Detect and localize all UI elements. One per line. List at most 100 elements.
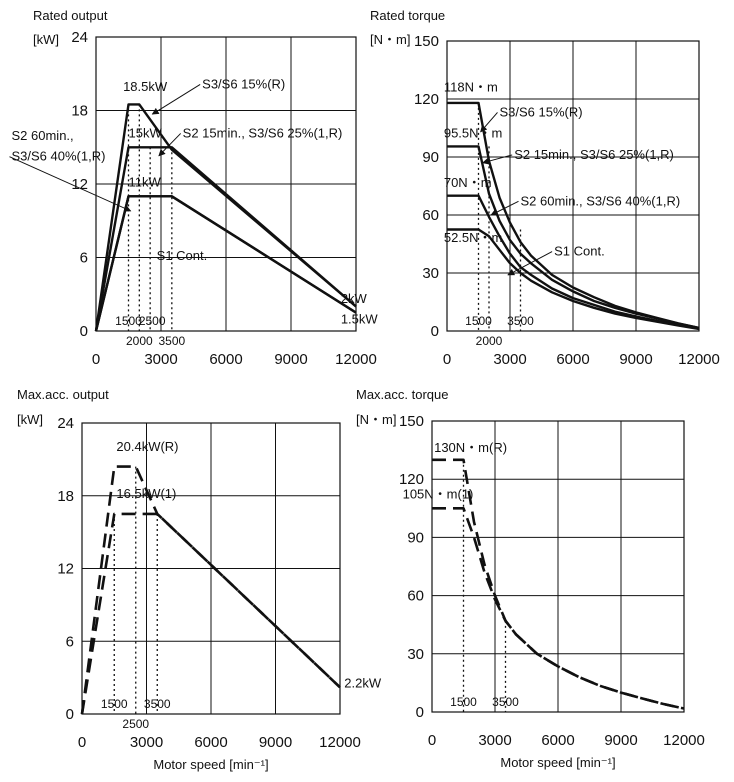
series-line (94, 146, 357, 332)
y-tick-label: 0 (80, 323, 88, 340)
curve-annotation: S2 15min., S3/S6 25%(1,R) (514, 147, 674, 162)
x-tick-label: 0 (443, 351, 451, 368)
y-tick-label: 0 (431, 323, 439, 340)
y-tick-label: 0 (66, 706, 74, 723)
max-acc-output-chart: Max.acc. output [kW] 0 3000 6000 9000 12000 0 6 1… (17, 387, 382, 772)
plot-frame (431, 420, 685, 713)
y-tick-label: 60 (407, 588, 424, 605)
y-axis-unit: [N・m] (370, 32, 410, 47)
plot-frame (446, 40, 700, 332)
value-label: 16.5kW(1) (116, 486, 176, 501)
x-tick-label: 9000 (604, 732, 637, 749)
max-acc-torque-chart: Max.acc. torque [N・m] 0 3000 6000 9000 12000 0 3… (356, 387, 705, 770)
value-label: 2kW (341, 291, 368, 306)
y-tick-label: 120 (414, 91, 439, 108)
speed-guide-label: 2000 (126, 334, 153, 348)
y-tick-label: 18 (57, 488, 74, 505)
chart-title: Rated torque (370, 8, 445, 23)
y-tick-label: 24 (71, 29, 88, 46)
annotation-arrow (158, 133, 182, 157)
value-label: 52.5N・m (444, 230, 503, 245)
x-tick-label: 9000 (259, 734, 292, 751)
chart-title: Rated output (33, 8, 108, 23)
y-tick-label: 0 (416, 704, 424, 721)
y-tick-label: 150 (414, 33, 439, 50)
annotation-arrow (9, 156, 132, 212)
value-label: 18.5kW (123, 79, 168, 94)
series-line (447, 145, 700, 330)
x-tick-label: 0 (92, 351, 100, 368)
y-tick-label: 18 (71, 103, 88, 120)
value-label: 1.5kW (341, 312, 379, 327)
value-label: 11kW (129, 174, 162, 189)
x-tick-label: 12000 (319, 734, 361, 751)
x-axis-title: Motor speed [min⁻¹] (153, 757, 268, 772)
plot-frame (95, 36, 357, 332)
annotation-arrow (490, 200, 519, 216)
curve-annotation: S1 Cont. (157, 248, 208, 263)
value-label: 95.5N・m (444, 126, 503, 141)
curve-annotation: S2 60min., (12, 128, 74, 143)
series-line (432, 506, 685, 710)
curve-annotation: S2 15min., S3/S6 25%(1,R) (183, 125, 343, 140)
chart-title: Max.acc. output (17, 387, 109, 402)
speed-guide-label: 3500 (158, 334, 185, 348)
x-tick-label: 3000 (493, 351, 526, 368)
speed-guide-label: 3500 (507, 314, 534, 328)
x-tick-label: 6000 (209, 351, 242, 368)
x-tick-label: 3000 (478, 732, 511, 749)
value-label: 130N・m(R) (434, 440, 507, 455)
curve-annotation: S1 Cont. (554, 244, 605, 259)
series-line (80, 465, 341, 715)
curve-annotation: S3/S6 15%(R) (202, 76, 285, 91)
x-tick-label: 6000 (556, 351, 589, 368)
x-tick-label: 12000 (663, 732, 705, 749)
annotation-arrow (507, 251, 553, 276)
rated-output-chart: Rated output [kW] 0 3000 6000 9000 12000 0 6 12 18… (9, 8, 379, 368)
speed-guide-label: 3500 (144, 697, 171, 711)
y-tick-label: 90 (407, 529, 424, 546)
x-tick-label: 9000 (274, 351, 307, 368)
annotation-arrow (480, 112, 498, 133)
speed-guide-label: 2000 (476, 334, 503, 348)
chart-title: Max.acc. torque (356, 387, 449, 402)
y-axis-unit: [kW] (33, 32, 59, 47)
x-tick-label: 6000 (194, 734, 227, 751)
series-line (94, 195, 357, 332)
y-tick-label: 30 (422, 265, 439, 282)
x-tick-label: 3000 (130, 734, 163, 751)
y-tick-label: 6 (66, 633, 74, 650)
x-tick-label: 3000 (144, 351, 177, 368)
y-tick-label: 12 (57, 561, 74, 578)
y-tick-label: 60 (422, 207, 439, 224)
speed-guide-label: 2500 (122, 717, 149, 731)
speed-guide-label: 1500 (465, 314, 492, 328)
curve-annotation: S3/S6 15%(R) (500, 104, 583, 119)
speed-guide-label: 1500 (115, 314, 142, 328)
x-axis-title: Motor speed [min⁻¹] (500, 755, 615, 770)
y-tick-label: 12 (71, 176, 88, 193)
annotation-arrow (482, 154, 513, 165)
speed-guide-label: 2500 (139, 314, 166, 328)
x-tick-label: 12000 (335, 351, 377, 368)
curve-annotation: S3/S6 40%(1,R) (12, 149, 106, 164)
series-line (447, 228, 700, 331)
y-tick-label: 6 (80, 250, 88, 267)
speed-guide-label: 1500 (101, 697, 128, 711)
x-tick-label: 6000 (541, 732, 574, 749)
x-tick-label: 0 (428, 732, 436, 749)
x-tick-label: 9000 (619, 351, 652, 368)
value-label: 118N・m (444, 79, 498, 94)
plot-frame (81, 422, 341, 715)
y-axis-unit: [N・m] (356, 412, 396, 427)
speed-guide-label: 3500 (492, 695, 519, 709)
x-tick-label: 0 (78, 734, 86, 751)
y-axis-unit: [kW] (17, 412, 43, 427)
value-label: 105N・m(1) (403, 487, 474, 502)
speed-guide-label: 1500 (450, 695, 477, 709)
value-label: 15kW (129, 125, 163, 140)
x-tick-label: 12000 (678, 351, 720, 368)
rated-torque-chart: Rated torque [N・m] 0 3000 6000 9000 12000 0 30 60… (370, 8, 720, 368)
y-tick-label: 24 (57, 415, 74, 432)
